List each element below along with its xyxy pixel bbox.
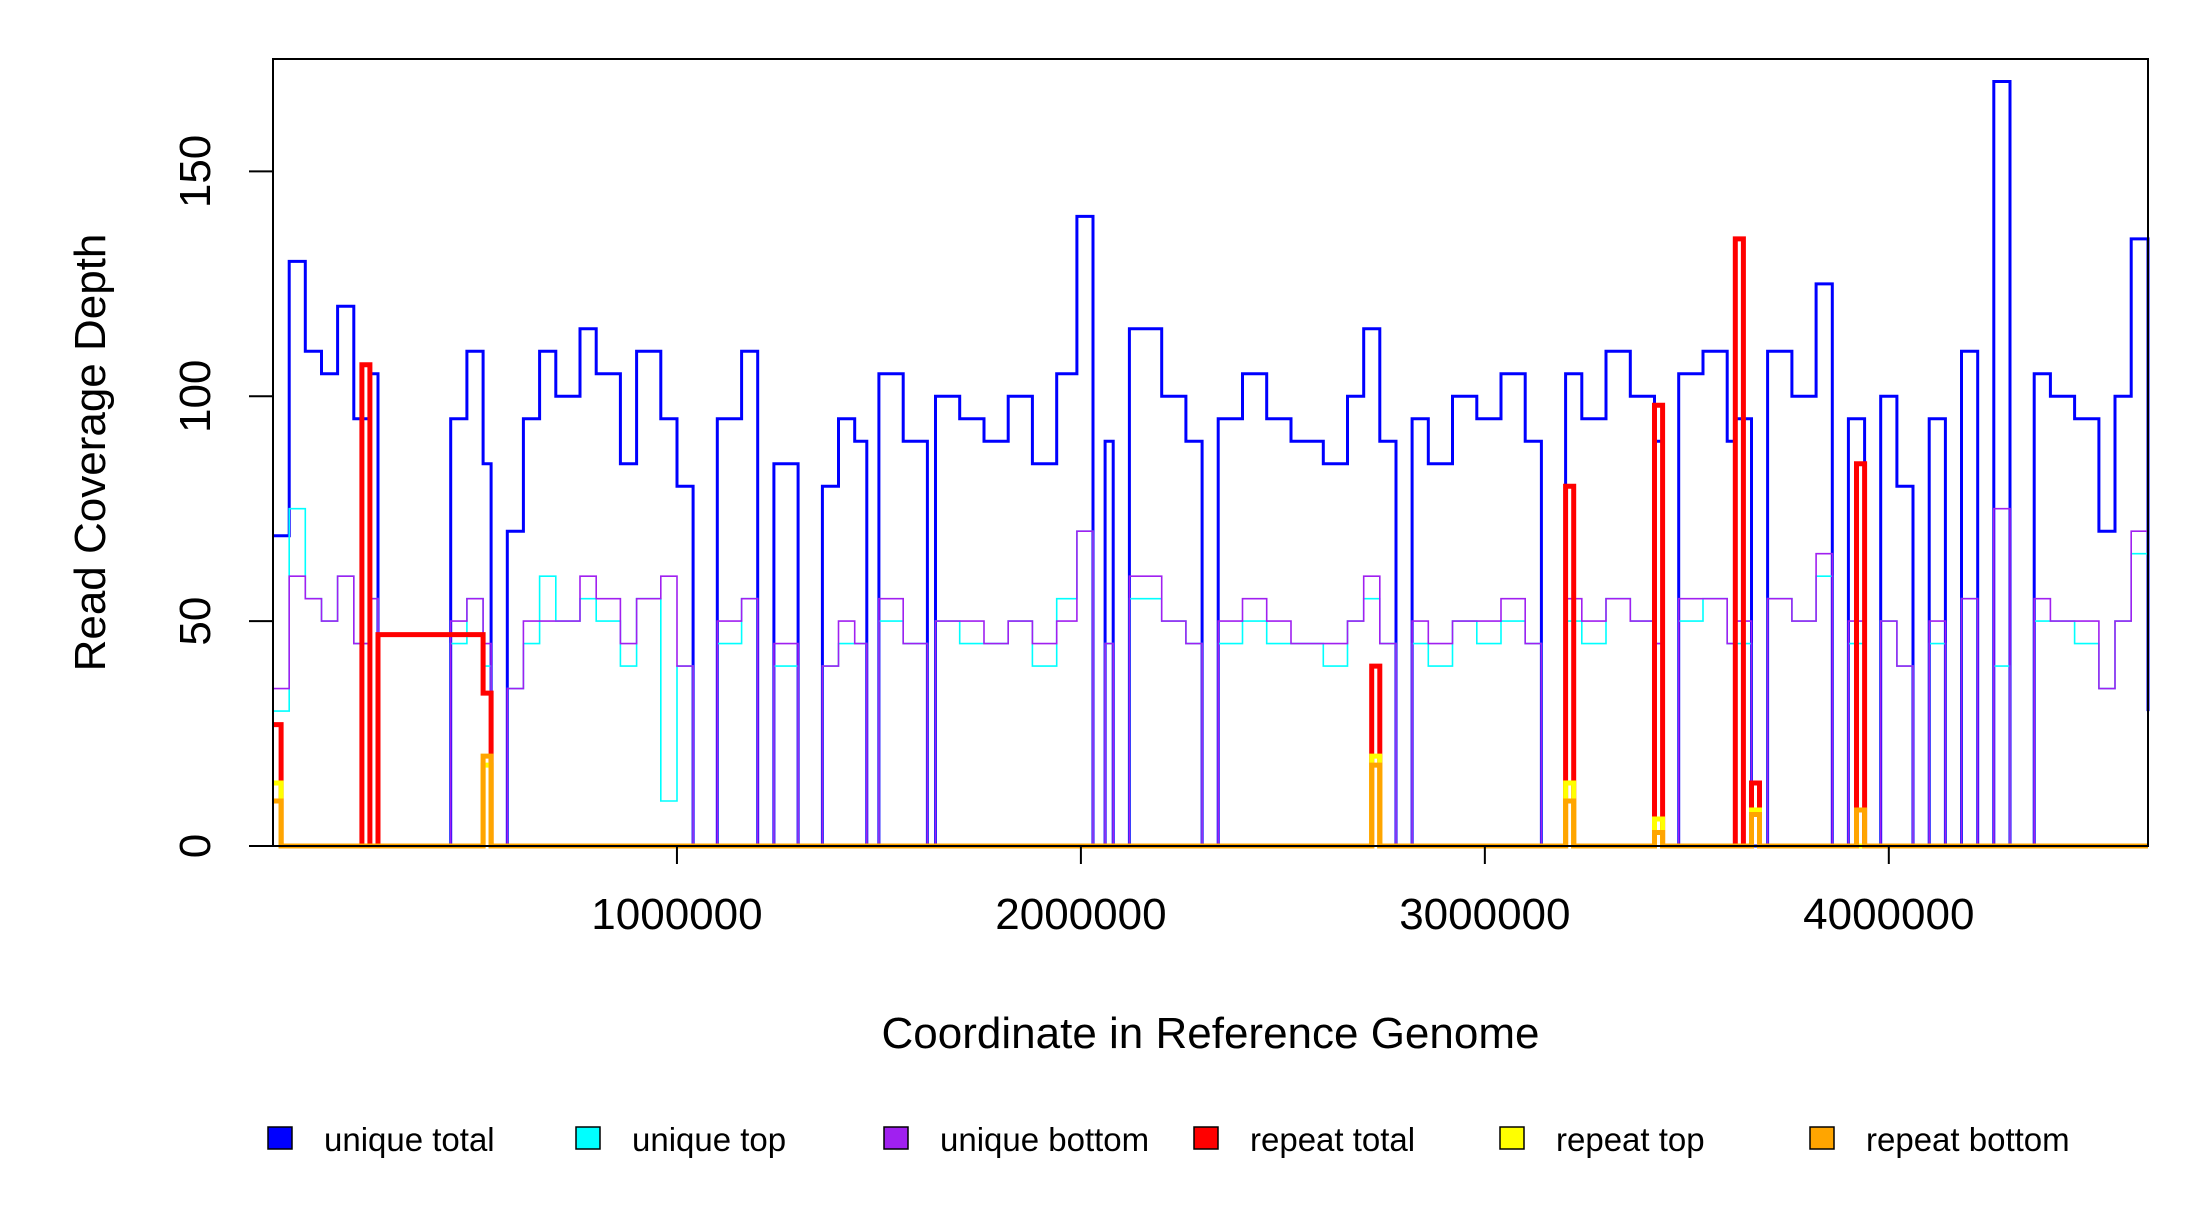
x-tick-label: 3000000: [1399, 890, 1570, 939]
series-layer: [273, 80, 2150, 849]
series-unique-total: [273, 80, 2150, 848]
plot-frame: [272, 58, 2149, 847]
y-tick-label: 0: [171, 834, 220, 858]
y-tick-label: 150: [171, 135, 220, 208]
x-tick-label: 4000000: [1803, 890, 1974, 939]
x-axis: 1000000 2000000 3000000 4000000: [591, 846, 1974, 939]
legend-swatch: [1809, 1126, 1835, 1150]
series-repeat-total: [273, 236, 2148, 849]
y-tick-label: 100: [171, 360, 220, 433]
y-tick-label: 50: [171, 597, 220, 646]
y-axis-title: Read Coverage Depth: [66, 234, 115, 672]
x-tick-label: 2000000: [995, 890, 1166, 939]
x-axis-title: Coordinate in Reference Genome: [882, 1009, 1540, 1058]
legend-swatch: [883, 1126, 909, 1150]
legend-swatch: [575, 1126, 601, 1150]
x-tick-label: 1000000: [591, 890, 762, 939]
legend-label: repeat bottom: [1866, 1121, 2070, 1158]
legend: unique total unique top unique bottom repea…: [267, 1121, 2070, 1158]
y-axis: 0 50 100 150: [171, 135, 273, 858]
legend-label: repeat total: [1250, 1121, 1415, 1158]
legend-label: unique top: [632, 1121, 786, 1158]
legend-swatch: [267, 1126, 293, 1150]
legend-label: unique total: [324, 1121, 495, 1158]
legend-label: repeat top: [1556, 1121, 1705, 1158]
legend-swatch: [1499, 1126, 1525, 1150]
legend-label: unique bottom: [940, 1121, 1149, 1158]
legend-swatch: [1193, 1126, 1219, 1150]
